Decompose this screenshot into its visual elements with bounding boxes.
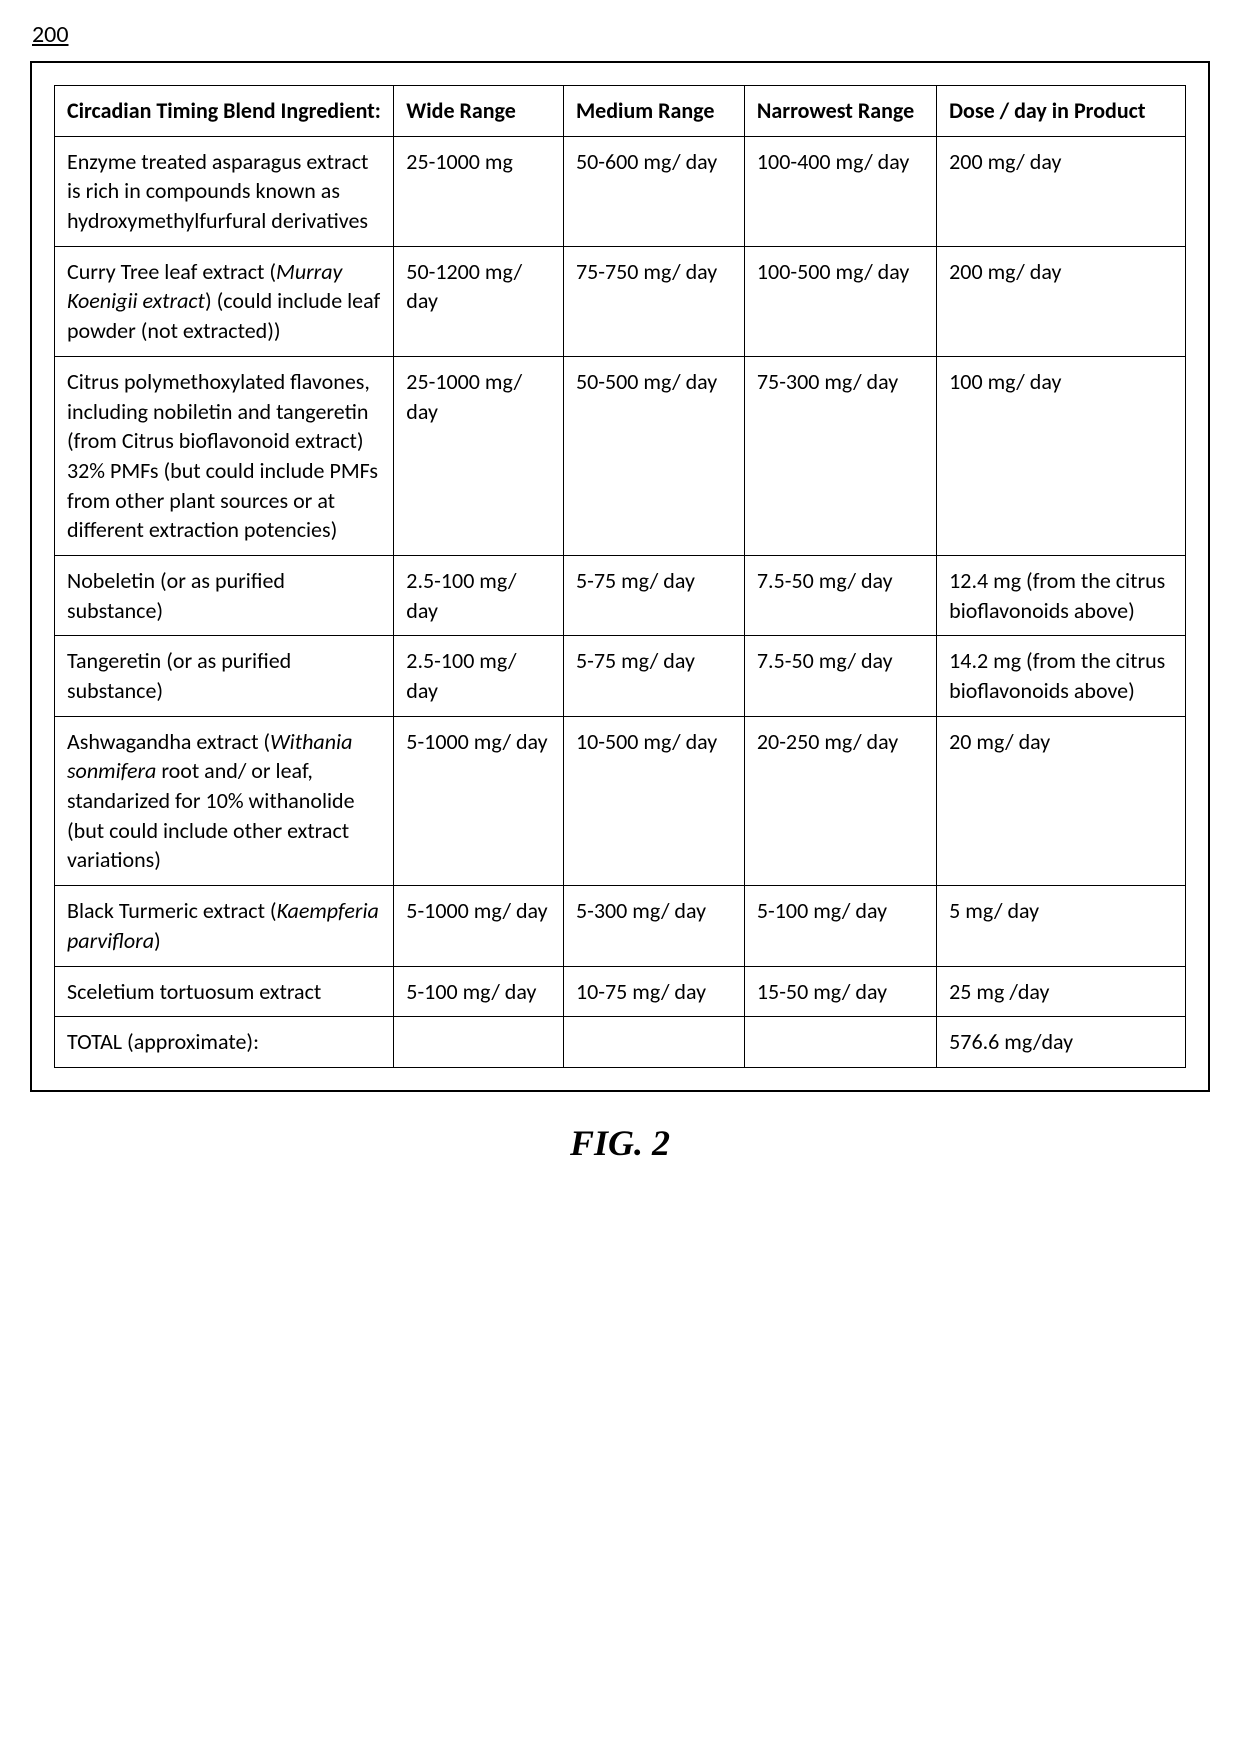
page-container: 200 Circadian Timing Blend Ingredient: W… — [0, 0, 1240, 1204]
cell-wide: 25-1000 mg — [394, 136, 564, 246]
ingredients-table: Circadian Timing Blend Ingredient: Wide … — [54, 85, 1186, 1068]
cell-medium: 5-75 mg/ day — [563, 636, 744, 716]
cell-ingredient: Sceletium tortuosum extract — [55, 966, 394, 1017]
cell-wide: 5-1000 mg/ day — [394, 886, 564, 966]
table-row: Tangeretin (or as purified substance)2.5… — [55, 636, 1186, 716]
cell-narrow: 7.5-50 mg/ day — [744, 636, 936, 716]
cell-narrow: 100-500 mg/ day — [744, 246, 936, 356]
cell-ingredient: Black Turmeric extract (Kaempferia parvi… — [55, 886, 394, 966]
table-row: Curry Tree leaf extract (Murray Koenigii… — [55, 246, 1186, 356]
cell-medium: 5-75 mg/ day — [563, 555, 744, 635]
figure-number: 200 — [32, 20, 1210, 49]
cell-ingredient: Ashwagandha extract (Withania sonmifera … — [55, 716, 394, 885]
cell-ingredient: Curry Tree leaf extract (Murray Koenigii… — [55, 246, 394, 356]
cell-dose: 5 mg/ day — [937, 886, 1186, 966]
cell-wide — [394, 1017, 564, 1068]
header-ingredient: Circadian Timing Blend Ingredient: — [55, 86, 394, 137]
cell-narrow: 15-50 mg/ day — [744, 966, 936, 1017]
cell-ingredient: Tangeretin (or as purified substance) — [55, 636, 394, 716]
cell-narrow — [744, 1017, 936, 1068]
header-wide-range: Wide Range — [394, 86, 564, 137]
table-row: Citrus polymethoxylated flavones, includ… — [55, 356, 1186, 555]
ingredient-text-pre: Ashwagandha extract ( — [67, 728, 270, 755]
cell-wide: 25-1000 mg/ day — [394, 356, 564, 555]
cell-ingredient: Nobeletin (or as purified substance) — [55, 555, 394, 635]
cell-narrow: 75-300 mg/ day — [744, 356, 936, 555]
cell-medium: 10-500 mg/ day — [563, 716, 744, 885]
header-narrowest-range: Narrowest Range — [744, 86, 936, 137]
cell-wide: 2.5-100 mg/ day — [394, 555, 564, 635]
cell-narrow: 20-250 mg/ day — [744, 716, 936, 885]
cell-dose: 576.6 mg/day — [937, 1017, 1186, 1068]
cell-ingredient: Citrus polymethoxylated flavones, includ… — [55, 356, 394, 555]
table-row: Enzyme treated asparagus extract is rich… — [55, 136, 1186, 246]
header-medium-range: Medium Range — [563, 86, 744, 137]
cell-wide: 5-1000 mg/ day — [394, 716, 564, 885]
cell-dose: 200 mg/ day — [937, 246, 1186, 356]
table-row: Ashwagandha extract (Withania sonmifera … — [55, 716, 1186, 885]
cell-narrow: 7.5-50 mg/ day — [744, 555, 936, 635]
cell-wide: 5-100 mg/ day — [394, 966, 564, 1017]
cell-ingredient: Enzyme treated asparagus extract is rich… — [55, 136, 394, 246]
cell-dose: 100 mg/ day — [937, 356, 1186, 555]
cell-medium: 50-500 mg/ day — [563, 356, 744, 555]
table-row: Sceletium tortuosum extract5-100 mg/ day… — [55, 966, 1186, 1017]
ingredient-text-post: ) — [154, 927, 161, 954]
cell-narrow: 5-100 mg/ day — [744, 886, 936, 966]
figure-caption: FIG. 2 — [30, 1122, 1210, 1164]
table-row: TOTAL (approximate): 576.6 mg/day — [55, 1017, 1186, 1068]
table-outer-box: Circadian Timing Blend Ingredient: Wide … — [30, 61, 1210, 1092]
cell-medium — [563, 1017, 744, 1068]
cell-dose: 25 mg /day — [937, 966, 1186, 1017]
ingredient-text-pre: Black Turmeric extract ( — [67, 897, 277, 924]
header-dose: Dose / day in Product — [937, 86, 1186, 137]
cell-wide: 50-1200 mg/ day — [394, 246, 564, 356]
cell-dose: 12.4 mg (from the citrus bioflavonoids a… — [937, 555, 1186, 635]
cell-wide: 2.5-100 mg/ day — [394, 636, 564, 716]
cell-dose: 200 mg/ day — [937, 136, 1186, 246]
cell-ingredient: TOTAL (approximate): — [55, 1017, 394, 1068]
table-header-row: Circadian Timing Blend Ingredient: Wide … — [55, 86, 1186, 137]
cell-medium: 50-600 mg/ day — [563, 136, 744, 246]
ingredient-text-pre: Curry Tree leaf extract ( — [67, 258, 276, 285]
cell-dose: 20 mg/ day — [937, 716, 1186, 885]
table-row: Nobeletin (or as purified substance)2.5-… — [55, 555, 1186, 635]
table-row: Black Turmeric extract (Kaempferia parvi… — [55, 886, 1186, 966]
cell-narrow: 100-400 mg/ day — [744, 136, 936, 246]
cell-medium: 5-300 mg/ day — [563, 886, 744, 966]
cell-medium: 75-750 mg/ day — [563, 246, 744, 356]
cell-medium: 10-75 mg/ day — [563, 966, 744, 1017]
cell-dose: 14.2 mg (from the citrus bioflavonoids a… — [937, 636, 1186, 716]
table-body: Enzyme treated asparagus extract is rich… — [55, 136, 1186, 1067]
